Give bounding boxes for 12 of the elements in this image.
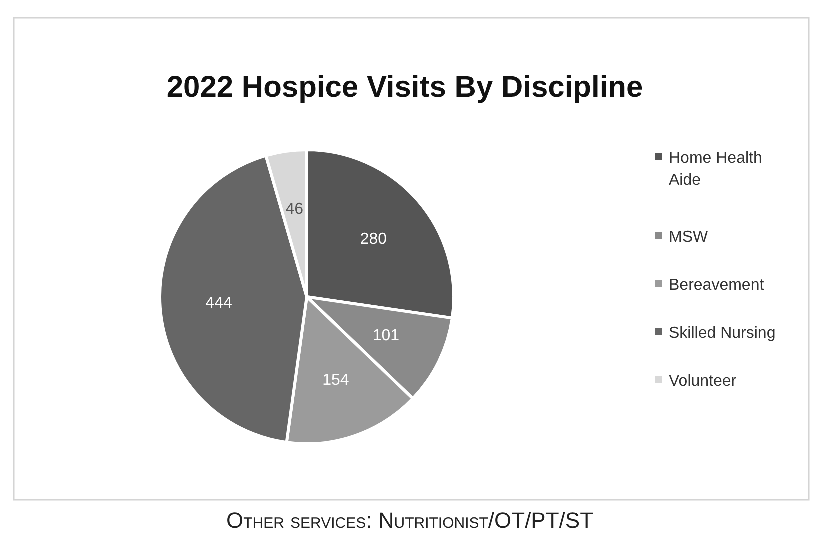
legend-label: Volunteer	[669, 372, 738, 390]
text: Other services: Nutritionist/OT/PT/ST	[226, 508, 594, 533]
legend-label: Bereavement	[669, 276, 765, 294]
legend-label: MSW	[669, 228, 709, 246]
data-label: 101	[372, 327, 400, 344]
data-label: 280	[360, 230, 388, 248]
legend-label: Skilled Nursing	[669, 324, 776, 342]
chart-title: 2022 Hospice Visits By Discipline	[166, 71, 644, 104]
data-label: 154	[322, 372, 350, 389]
legend-label: Home Health Aide	[669, 150, 762, 188]
data-label: 444	[206, 294, 232, 312]
data-label: 46	[286, 201, 304, 218]
